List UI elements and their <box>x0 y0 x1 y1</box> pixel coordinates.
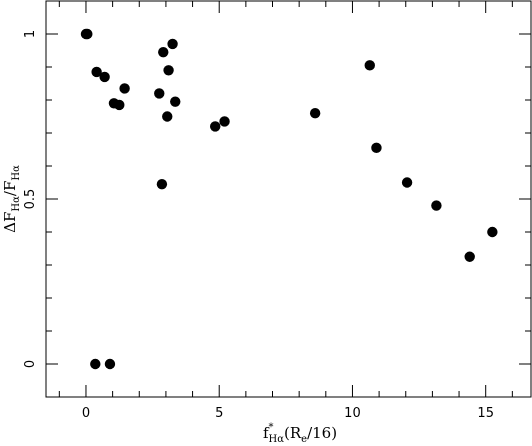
data-point <box>156 178 168 190</box>
x-tick-label: 15 <box>477 406 494 421</box>
data-points <box>80 28 498 370</box>
data-point <box>114 99 125 111</box>
data-point <box>431 200 442 211</box>
data-point <box>82 28 93 40</box>
y-axis-title: ΔFHα/FHα <box>1 165 22 233</box>
data-point <box>364 60 375 71</box>
data-point <box>90 358 101 370</box>
y-tick-label: 0.5 <box>23 189 38 210</box>
data-point <box>210 121 221 132</box>
y-title-sub1: Hα <box>11 196 22 212</box>
x-axis-title: f* Hα(Re/16) <box>263 422 337 445</box>
x-tick-label: 0 <box>82 406 90 421</box>
y-title-delta: ΔF <box>1 212 19 233</box>
x-title-close: /16) <box>307 424 337 442</box>
data-point <box>167 38 178 50</box>
plot-frame <box>45 0 532 398</box>
x-tick-label: 5 <box>215 406 223 421</box>
data-point <box>99 71 110 83</box>
x-title-sub: Hα <box>269 434 285 445</box>
data-point <box>158 46 169 58</box>
x-title-open: (R <box>284 424 302 442</box>
data-point <box>163 65 174 76</box>
data-point <box>401 177 413 188</box>
y-title-sub2: Hα <box>11 165 22 181</box>
tick-labels: 0 5 10 15 0 0.5 1 <box>23 30 494 421</box>
data-point <box>309 108 321 119</box>
x-tick-label: 10 <box>344 406 361 421</box>
data-point <box>487 226 498 238</box>
y-tick-label: 1 <box>23 30 38 38</box>
data-point <box>170 96 181 107</box>
data-point <box>119 83 130 94</box>
y-tick-label: 0 <box>23 360 38 368</box>
data-point <box>162 111 173 122</box>
data-point <box>154 88 165 99</box>
data-point <box>219 116 230 127</box>
x-title-rest-sub: e <box>301 434 307 445</box>
data-point <box>91 66 102 78</box>
data-point <box>464 251 475 262</box>
y-title-slash: /F <box>1 181 19 196</box>
data-point <box>104 358 116 370</box>
ticks <box>46 0 531 398</box>
data-point <box>371 142 382 154</box>
x-title-main: f <box>263 424 270 442</box>
x-title-sup: * <box>269 422 274 433</box>
